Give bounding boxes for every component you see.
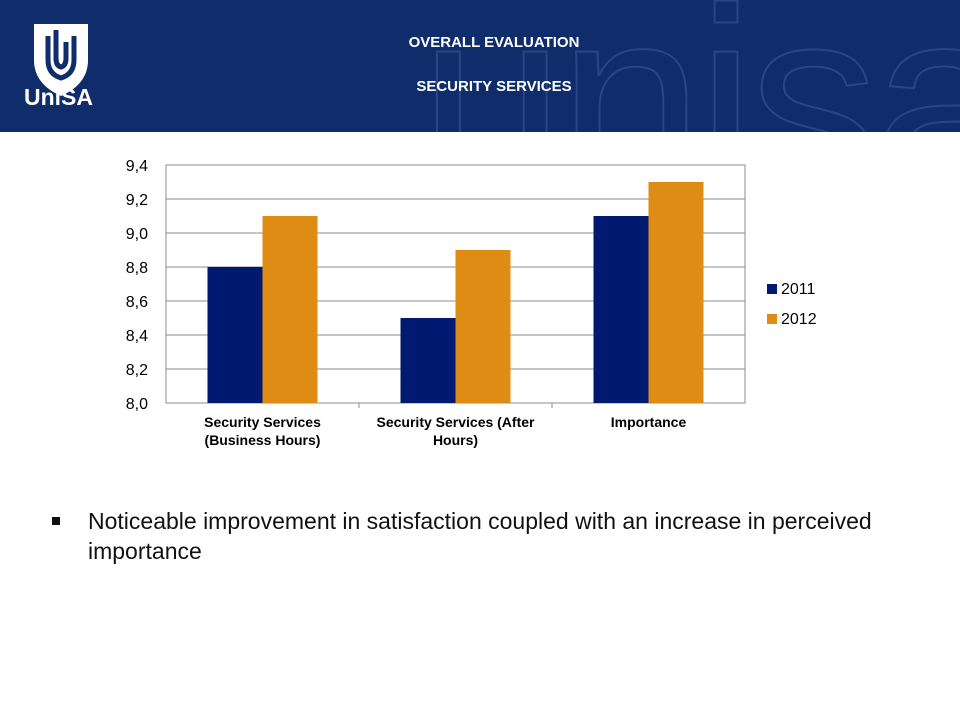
- page-subtitle: SECURITY SERVICES: [416, 78, 572, 95]
- bar-2012: [648, 182, 704, 403]
- watermark: unisa: [419, 0, 960, 132]
- bullet-text: Noticeable improvement in satisfaction c…: [88, 508, 872, 564]
- x-tick-label: Hours): [433, 432, 478, 448]
- legend-swatch-2011: [767, 284, 777, 294]
- square-bullet-icon: [52, 517, 60, 525]
- y-tick-label: 8,0: [126, 396, 148, 413]
- bar-2011: [593, 216, 649, 403]
- bar-chart: 8,0 8,2 8,4 8,6 8,8 9,0 9,2 9,4 Security Service…: [126, 158, 817, 448]
- unisa-logo-icon: [34, 24, 88, 96]
- legend-swatch-2012: [767, 314, 777, 324]
- logo-text: UniSA: [24, 84, 93, 110]
- y-tick-label: 9,0: [126, 226, 148, 243]
- x-tick-label: Security Services (After: [377, 414, 536, 430]
- y-tick-label: 8,6: [126, 294, 148, 311]
- legend-label: 2012: [781, 311, 817, 328]
- bar-2011: [400, 318, 456, 403]
- y-tick-label: 9,2: [126, 192, 148, 209]
- bar-2012: [262, 216, 318, 403]
- bar-2012: [455, 250, 511, 403]
- x-tick-label: Security Services: [204, 414, 321, 430]
- legend-label: 2011: [781, 281, 816, 298]
- y-tick-label: 8,8: [126, 260, 148, 277]
- page-title: OVERALL EVALUATION: [408, 34, 580, 51]
- y-tick-label: 9,4: [126, 158, 148, 175]
- slide-header: unisa UniSA OVERALL EVALUATION SECURITY …: [0, 0, 960, 132]
- x-tick-label: Importance: [611, 414, 687, 430]
- y-tick-label: 8,2: [126, 362, 148, 379]
- y-tick-label: 8,4: [126, 328, 148, 345]
- x-tick-label: (Business Hours): [205, 432, 321, 448]
- bar-2011: [207, 267, 263, 403]
